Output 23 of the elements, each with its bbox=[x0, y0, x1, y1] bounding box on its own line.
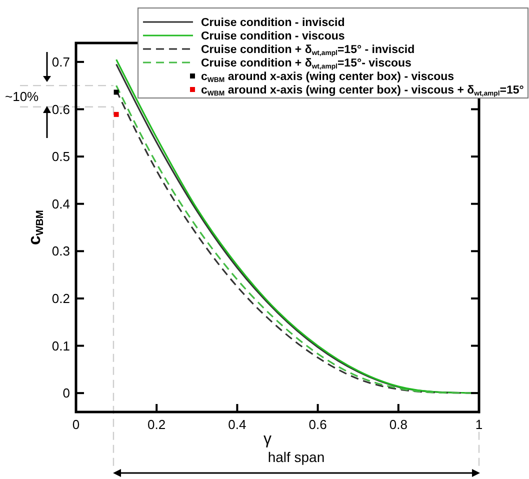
x-axis-title: γ bbox=[264, 431, 272, 448]
y-tick-label: 0.5 bbox=[52, 149, 70, 164]
x-tick-label: 1 bbox=[475, 417, 483, 432]
y-tick-label: 0 bbox=[62, 386, 70, 401]
legend-label: Cruise condition - viscous bbox=[201, 30, 345, 43]
legend-label: c$_{WBM}$ around x-axis (wing center box) - viscous bbox=[201, 71, 454, 84]
x-tick-label: 0.2 bbox=[148, 417, 166, 432]
y-tick-label: 0.4 bbox=[52, 196, 70, 212]
legend-label: Cruise condition + δ$_{wt,ampl}$=15°- viscous bbox=[201, 58, 412, 70]
y-tick-label: 0.7 bbox=[52, 54, 70, 70]
legend-label: Cruise condition + δ$_{wt,ampl}$=15° - inviscid bbox=[201, 44, 415, 57]
legend-label: c$_{WBM}$ around x-axis (wing center box) - viscous + δ$_{wt,ampl}$=15° bbox=[201, 84, 524, 98]
y-tick-label: 0.6 bbox=[52, 102, 70, 117]
x-tick-label: 0.6 bbox=[308, 417, 327, 432]
text: ~10% bbox=[5, 89, 40, 104]
text: half span bbox=[268, 449, 325, 465]
x-tick-label: 0.8 bbox=[389, 417, 408, 432]
y-tick-label: 0.2 bbox=[52, 291, 70, 306]
x-tick-label: 0 bbox=[72, 417, 80, 432]
y-tick-label: 0.3 bbox=[52, 244, 70, 259]
y-tick-label: 0.1 bbox=[52, 338, 70, 354]
x-tick-label: 0.4 bbox=[228, 417, 246, 432]
legend-label: Cruise condition - inviscid bbox=[201, 17, 345, 30]
